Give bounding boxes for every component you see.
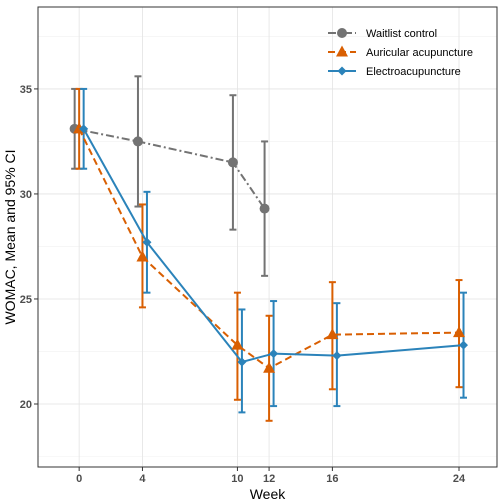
legend-label: Electroacupuncture — [366, 66, 461, 78]
legend-label: Waitlist control — [366, 28, 437, 40]
x-tick-label: 10 — [231, 473, 243, 485]
plot-panel — [38, 7, 497, 467]
x-tick-label: 24 — [453, 473, 466, 485]
data-point — [227, 157, 238, 168]
data-point — [459, 340, 469, 350]
series-point-group — [79, 124, 469, 367]
y-tick-label: 35 — [20, 84, 32, 96]
legend-marker — [336, 45, 348, 57]
series-line — [82, 128, 464, 364]
plot-border — [37, 6, 498, 468]
y-axis-title: WOMAC, Mean and 95% CI — [2, 149, 18, 324]
data-point — [136, 250, 149, 262]
legend: Waitlist control Auricular acupuncture Ele… — [328, 28, 473, 78]
data-point — [326, 328, 339, 340]
axis-ticks: 0 4 10 12 16 24 20 25 30 35 — [20, 84, 466, 485]
series-lines — [74, 127, 464, 370]
data-point — [259, 203, 270, 214]
data-point — [453, 326, 466, 338]
x-tick-label: 0 — [76, 473, 82, 485]
y-tick-label: 30 — [20, 189, 32, 201]
data-point — [332, 351, 342, 361]
series-line — [74, 127, 266, 210]
legend-label: Auricular acupuncture — [366, 47, 473, 59]
data-point — [79, 124, 89, 134]
legend-marker — [337, 28, 347, 38]
data-point — [237, 357, 247, 367]
series-line — [78, 128, 460, 370]
x-axis-title: Week — [250, 486, 287, 502]
x-tick-label: 12 — [263, 473, 275, 485]
data-point — [132, 136, 143, 147]
data-point — [263, 361, 276, 373]
y-tick-label: 25 — [20, 294, 32, 306]
series-markers — [69, 122, 469, 373]
data-point — [269, 349, 279, 359]
legend-marker — [337, 66, 347, 76]
x-tick-label: 16 — [326, 473, 338, 485]
y-tick-label: 20 — [20, 399, 32, 411]
series-point-group — [73, 122, 466, 373]
data-point — [142, 237, 152, 247]
data-point — [231, 338, 244, 350]
x-tick-label: 4 — [139, 473, 146, 485]
